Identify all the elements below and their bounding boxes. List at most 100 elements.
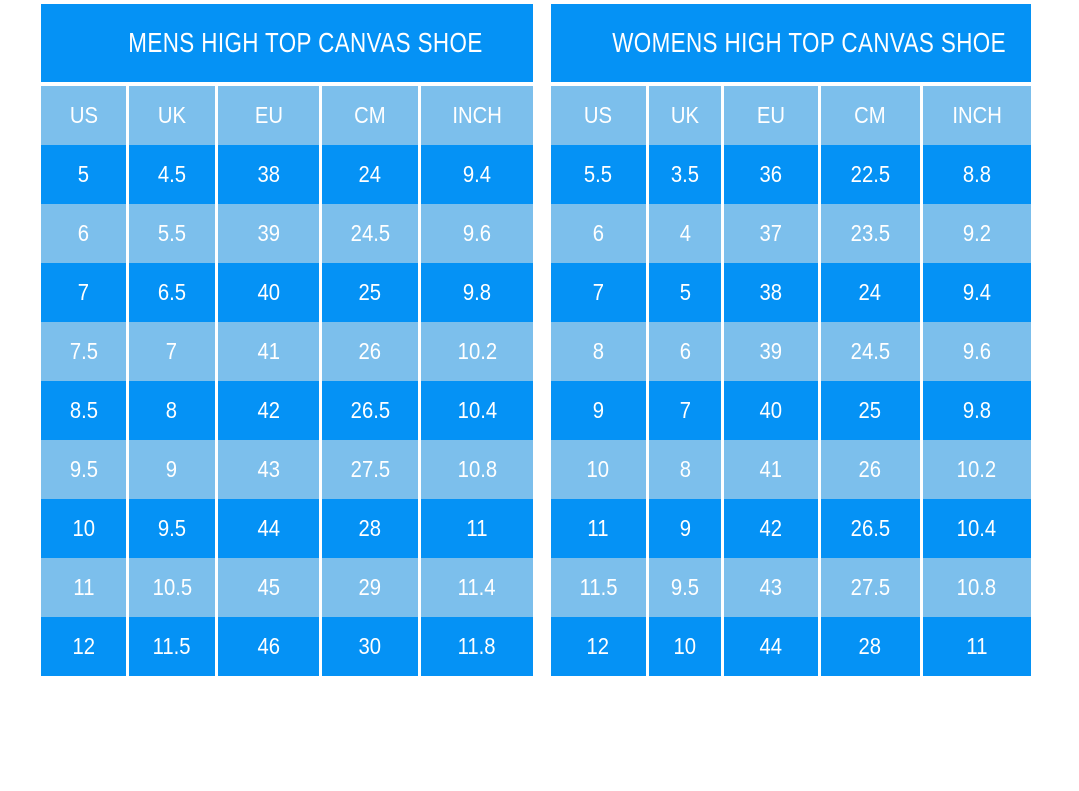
column-header-text: CM (354, 102, 386, 128)
table-cell: 6 (41, 204, 126, 263)
table-cell-text: 26 (858, 456, 882, 482)
table-cell: 11 (41, 558, 126, 617)
table-cell: 8.8 (919, 145, 1031, 204)
table-cell-text: 38 (257, 161, 280, 187)
table-cell: 12 (551, 617, 646, 676)
table-cell-text: 6 (77, 220, 90, 246)
table-cell: 8 (645, 440, 722, 499)
table-body: 5 4.5 38 24 9.4 6 5.5 39 24.5 9.6 7 6.5 40 25 9.8 7.5 7 4… (41, 145, 533, 676)
table-row: 8 6 39 24.5 9.6 (551, 322, 1031, 381)
table-cell: 11 (417, 499, 533, 558)
table-cell-text: 6 (679, 338, 691, 364)
table-cell: 9.4 (417, 145, 533, 204)
table-cell-text: 45 (257, 574, 280, 600)
table-cell-text: 11 (466, 515, 488, 541)
table-row: 6 5.5 39 24.5 9.6 (41, 204, 533, 263)
table-cell: 24 (319, 145, 417, 204)
table-title-text: MENS HIGH TOP CANVAS SHOE (127, 27, 483, 58)
table-cell: 24 (817, 263, 920, 322)
table-cell: 39 (721, 322, 817, 381)
table-cell-text: 8 (166, 397, 178, 423)
table-cell-text: 7 (166, 338, 178, 364)
table-cell-text: 9 (166, 456, 178, 482)
table-cell: 43 (721, 558, 817, 617)
table-cell: 9.6 (919, 322, 1031, 381)
table-cell-text: 27.5 (350, 456, 390, 482)
table-cell: 28 (319, 499, 417, 558)
table-cell-text: 12 (587, 633, 610, 659)
table-cell: 9.5 (126, 499, 215, 558)
column-header-text: EU (254, 102, 283, 128)
table-title-mens: MENS HIGH TOP CANVAS SHOE (41, 4, 533, 82)
table-cell: 39 (214, 204, 320, 263)
table-cell: 7.5 (41, 322, 126, 381)
table-cell-text: 6.5 (157, 279, 186, 305)
table-cell: 9.6 (417, 204, 533, 263)
table-cell-text: 36 (759, 161, 783, 187)
table-cell-text: 5.5 (157, 220, 186, 246)
table-cell-text: 44 (257, 515, 280, 541)
table-cell: 36 (721, 145, 817, 204)
table-cell-text: 42 (257, 397, 280, 423)
table-cell: 11.8 (417, 617, 533, 676)
table-cell: 10.2 (919, 440, 1031, 499)
table-cell: 8 (551, 322, 646, 381)
table-cell: 37 (721, 204, 817, 263)
table-cell: 27.5 (817, 558, 920, 617)
table-cell-text: 5.5 (584, 161, 613, 187)
column-header-text: CM (854, 102, 886, 128)
size-table-mens: MENS HIGH TOP CANVAS SHOE US UK EU CM INCH 5… (41, 4, 533, 676)
table-cell-text: 11.8 (457, 633, 496, 659)
column-header-text: US (69, 102, 98, 128)
table-cell: 29 (319, 558, 417, 617)
table-cell: 10.4 (919, 499, 1031, 558)
table-cell-text: 26.5 (850, 515, 890, 541)
table-cell-text: 41 (759, 456, 783, 482)
table-row: 12 11.5 46 30 11.8 (41, 617, 533, 676)
table-cell: 10 (41, 499, 126, 558)
table-cell-text: 11.5 (579, 574, 618, 600)
table-row: 5.5 3.5 36 22.5 8.8 (551, 145, 1031, 204)
table-cell: 45 (214, 558, 320, 617)
table-cell-text: 43 (759, 574, 783, 600)
table-cell-text: 22.5 (850, 161, 890, 187)
table-cell: 5.5 (551, 145, 646, 204)
table-cell: 40 (214, 263, 320, 322)
table-cell: 9 (126, 440, 215, 499)
table-cell: 5 (41, 145, 126, 204)
table-cell-text: 11.5 (152, 633, 191, 659)
table-cell-text: 46 (257, 633, 280, 659)
table-cell-text: 3.5 (670, 161, 700, 187)
table-cell-text: 11 (966, 633, 988, 659)
table-cell: 41 (721, 440, 817, 499)
table-cell: 9.5 (645, 558, 722, 617)
table-cell-text: 26 (358, 338, 382, 364)
column-header-text: EU (757, 102, 786, 128)
table-cell: 42 (721, 499, 817, 558)
table-cell: 9.8 (919, 381, 1031, 440)
table-cell: 28 (817, 617, 920, 676)
table-cell-text: 8 (592, 338, 604, 364)
table-cell-text: 9.5 (69, 456, 98, 482)
table-cell: 9.4 (919, 263, 1031, 322)
table-cell: 26 (817, 440, 920, 499)
table-cell: 42 (214, 381, 320, 440)
column-header-text: INCH (952, 102, 1002, 128)
table-cell-text: 39 (759, 338, 783, 364)
table-cell: 9.5 (41, 440, 126, 499)
table-cell: 4 (645, 204, 722, 263)
table-cell: 26.5 (817, 499, 920, 558)
header-row: US UK EU CM INCH (41, 86, 533, 145)
table-row: 7.5 7 41 26 10.2 (41, 322, 533, 381)
table-cell-text: 11.4 (457, 574, 496, 600)
table-cell-text: 40 (759, 397, 783, 423)
table-cell: 7 (41, 263, 126, 322)
table-cell-text: 9.5 (157, 515, 186, 541)
table-cell-text: 29 (358, 574, 382, 600)
table-cell-text: 7 (592, 279, 604, 305)
column-header: US (551, 86, 646, 145)
table-body: 5.5 3.5 36 22.5 8.8 6 4 37 23.5 9.2 7 5 38 24 9.4 8 6 39 2… (551, 145, 1031, 676)
table-cell: 10.8 (919, 558, 1031, 617)
table-cell-text: 9.2 (962, 220, 991, 246)
table-cell: 6.5 (126, 263, 215, 322)
